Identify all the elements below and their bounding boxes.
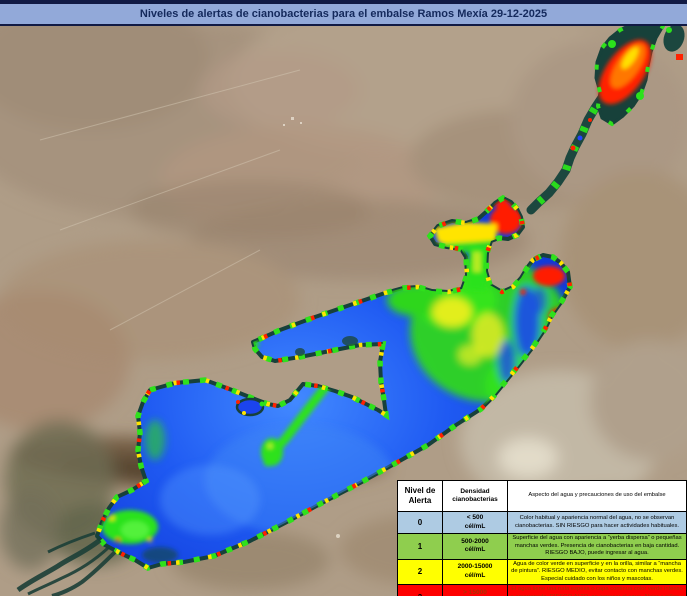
legend-row-level-0: 0 < 500 cél/mL Color habitual y aparienc…: [397, 511, 687, 534]
bloom-patch-ne: [594, 6, 685, 126]
level-0-cell: 0: [397, 511, 443, 534]
description-0-cell: Color habitual y apariencia normal del a…: [507, 511, 687, 534]
terrain-tracks: [39, 69, 301, 331]
settlement-specks: [283, 117, 340, 538]
density-1-cell: 500-2000 cél/mL: [442, 533, 508, 560]
level-2-cell: 2: [397, 558, 443, 586]
legend-table: Nivel de Alerta Densidad cianobacterias …: [397, 480, 687, 596]
header-aspecto: Aspecto del agua y precauciones de uso d…: [507, 480, 687, 512]
legend-row-level-1: 1 500-2000 cél/mL Superficie del agua co…: [397, 533, 687, 560]
description-1-cell: Superficie del agua con apariencia a “ye…: [507, 533, 687, 560]
river-channel: [531, 96, 603, 210]
description-2-cell: Agua de color verde en superficie y en l…: [507, 558, 687, 586]
density-1-value: 500-2000: [461, 537, 489, 545]
legend-header-row: Nivel de Alerta Densidad cianobacterias …: [397, 480, 687, 512]
pond-and-delta: [16, 336, 358, 596]
density-0-cell: < 500 cél/mL: [442, 511, 508, 534]
page-title: Niveles de alertas de cianobacterias par…: [139, 8, 548, 20]
level-3-cell: 3: [397, 584, 443, 596]
density-2-cell: 2000-15000 cél/mL: [442, 558, 508, 586]
density-1-unit: cél/mL: [464, 546, 486, 554]
level-1-cell: 1: [397, 533, 443, 560]
density-3-value: > 15000: [463, 589, 487, 596]
legend-row-level-2: 2 2000-15000 cél/mL Agua de color verde …: [397, 558, 687, 586]
density-3-cell: > 15000 cél/mL: [442, 584, 508, 596]
density-0-value: < 500: [466, 514, 484, 522]
title-bar: Niveles de alertas de cianobacterias par…: [0, 0, 687, 26]
header-densidad: Densidad cianobacterias: [442, 480, 508, 512]
legend-row-level-3: 3 > 15000 cél/mL El agua tiene una nata …: [397, 584, 687, 596]
density-2-unit: cél/mL: [464, 571, 486, 579]
description-3-cell: El agua tiene una nata espesa o capa con…: [507, 584, 687, 596]
density-2-value: 2000-15000: [457, 563, 493, 571]
header-nivel-de-alerta: Nivel de Alerta: [397, 480, 443, 512]
density-0-unit: cél/mL: [464, 522, 486, 530]
